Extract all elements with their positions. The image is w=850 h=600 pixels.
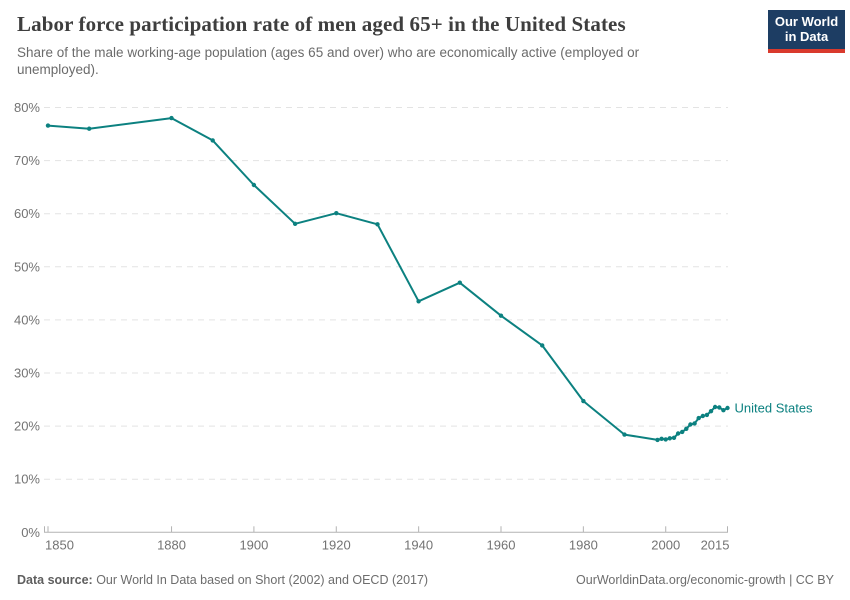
series-marker[interactable]	[45, 123, 51, 128]
y-tick-label: 10%	[14, 472, 40, 487]
x-tick-label: 1920	[322, 537, 351, 552]
series-marker[interactable]	[721, 408, 726, 413]
y-tick-label: 70%	[14, 153, 40, 168]
y-tick-label: 0%	[21, 525, 40, 540]
page-title: Labor force participation rate of men ag…	[17, 12, 626, 36]
series-marker[interactable]	[712, 404, 718, 410]
series-marker[interactable]	[688, 422, 693, 427]
x-tick-label: 1940	[404, 537, 433, 552]
y-tick-label: 20%	[14, 419, 40, 434]
series-marker[interactable]	[717, 405, 722, 410]
data-source-text: Our World In Data based on Short (2002) …	[92, 573, 429, 587]
data-source-label: Data source:	[17, 573, 93, 587]
series-marker[interactable]	[692, 421, 697, 426]
series-marker[interactable]	[684, 426, 689, 431]
series-marker[interactable]	[581, 398, 586, 404]
entity-label[interactable]: United States	[735, 401, 814, 416]
x-tick-label: 2000	[651, 537, 680, 552]
x-tick-label: 1880	[157, 537, 186, 552]
owid-logo-bar	[768, 48, 845, 53]
y-tick-label: 60%	[14, 206, 40, 221]
y-tick-label: 80%	[14, 100, 40, 115]
series-line[interactable]	[47, 117, 729, 441]
series-marker[interactable]	[671, 435, 677, 440]
series-marker[interactable]	[725, 405, 730, 411]
chart-footer: Data source: Our World In Data based on …	[17, 573, 834, 587]
y-tick-label: 50%	[14, 259, 40, 274]
data-source-note: Data source: Our World In Data based on …	[17, 573, 428, 587]
series-marker[interactable]	[704, 412, 710, 418]
y-tick-label: 40%	[14, 312, 40, 327]
x-tick-label: 1980	[569, 537, 598, 552]
series-marker[interactable]	[457, 280, 462, 285]
owid-url-link[interactable]: OurWorldinData.org/economic-growth | CC …	[576, 573, 834, 587]
series-marker[interactable]	[696, 415, 701, 421]
owid-logo[interactable]: Our World in Data	[768, 10, 845, 53]
series-marker[interactable]	[708, 409, 714, 414]
series-marker[interactable]	[169, 115, 174, 121]
series-marker[interactable]	[700, 413, 705, 419]
chart-header: Labor force participation rate of men ag…	[17, 12, 757, 79]
series-marker[interactable]	[292, 221, 298, 226]
x-tick-label: 1900	[239, 537, 268, 552]
series-marker[interactable]	[675, 431, 681, 436]
series-marker[interactable]	[655, 437, 660, 443]
series-marker[interactable]	[416, 299, 421, 304]
x-tick-label: 1850	[45, 537, 74, 552]
series-marker[interactable]	[498, 313, 504, 318]
x-tick-label: 2015	[701, 537, 730, 552]
series-marker[interactable]	[375, 222, 380, 227]
series-marker[interactable]	[667, 436, 672, 441]
series-marker[interactable]	[87, 126, 92, 131]
y-tick-label: 30%	[14, 366, 40, 381]
owid-logo-text: Our World in Data	[768, 10, 845, 49]
chart-subtitle: Share of the male working-age population…	[17, 45, 640, 77]
series-marker[interactable]	[540, 343, 545, 348]
series-marker[interactable]	[210, 138, 215, 143]
x-tick-label: 1960	[487, 537, 516, 552]
series-marker[interactable]	[334, 211, 339, 216]
series-marker[interactable]	[622, 432, 627, 437]
series-marker[interactable]	[251, 182, 257, 188]
series-marker[interactable]	[659, 436, 664, 441]
series-marker[interactable]	[663, 437, 668, 442]
series-marker[interactable]	[680, 429, 685, 435]
